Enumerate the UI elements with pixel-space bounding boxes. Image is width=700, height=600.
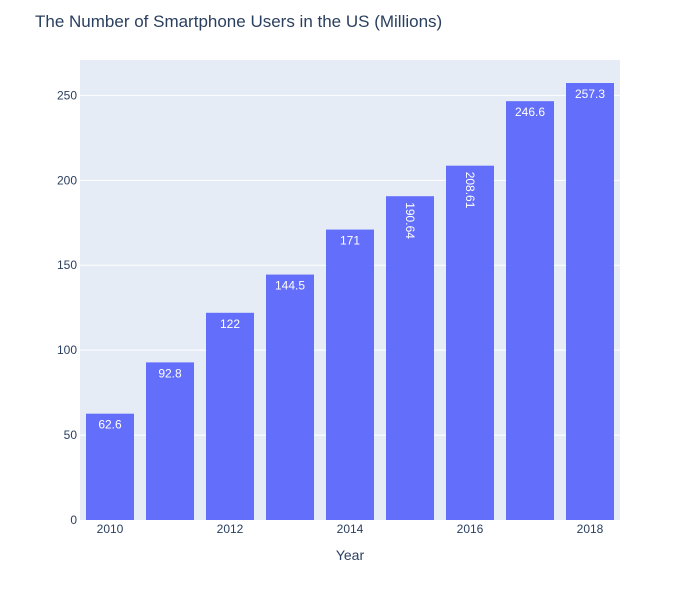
y-tick-label: 250 — [57, 88, 77, 102]
bar-value-labels: 62.6 92.8 122 144.5 171 190.64 208.61 246.6 257.… — [98, 87, 605, 432]
bar-value-label: 246.6 — [515, 105, 545, 119]
bars — [86, 82, 614, 521]
bar — [446, 165, 494, 520]
bar — [506, 101, 554, 521]
x-axis-title: Year — [336, 547, 365, 563]
bar-value-label: 62.6 — [98, 418, 122, 432]
bar — [146, 362, 194, 520]
bar — [86, 413, 134, 520]
bar-value-label: 92.8 — [158, 366, 182, 380]
y-tick-label: 100 — [57, 343, 77, 357]
chart-title: The Number of Smartphone Users in the US… — [35, 12, 443, 31]
y-tick-label: 200 — [57, 173, 77, 187]
bar — [386, 196, 434, 520]
x-tick-label: 2018 — [577, 522, 604, 536]
x-tick-label: 2012 — [217, 522, 244, 536]
x-axis-ticks: 2010 2012 2014 2016 2018 — [97, 522, 604, 536]
y-axis-ticks: 0 50 100 150 200 250 — [57, 88, 77, 527]
bar-value-label: 257.3 — [575, 87, 605, 101]
bar-value-label: 190.64 — [403, 202, 417, 239]
bar — [326, 229, 374, 520]
x-tick-label: 2016 — [457, 522, 484, 536]
x-tick-label: 2014 — [337, 522, 364, 536]
y-tick-label: 0 — [70, 513, 77, 527]
x-tick-label: 2010 — [97, 522, 124, 536]
bar-value-label: 144.5 — [275, 279, 305, 293]
bar — [266, 274, 314, 520]
bar-value-label: 171 — [340, 234, 360, 248]
bar — [206, 312, 254, 520]
y-tick-label: 150 — [57, 258, 77, 272]
bar-value-label: 208.61 — [463, 172, 477, 209]
y-tick-label: 50 — [64, 428, 78, 442]
bar — [566, 82, 614, 520]
bar-value-label: 122 — [220, 317, 240, 331]
